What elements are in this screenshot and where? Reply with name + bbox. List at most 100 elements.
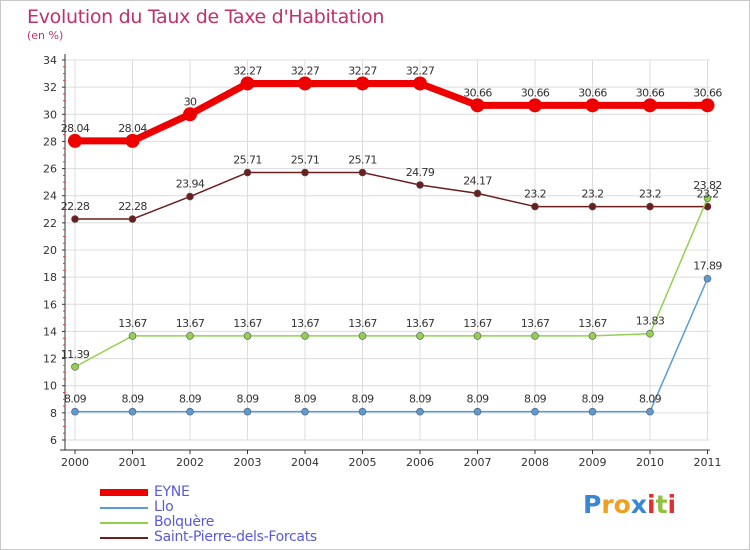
data-label: 30 [184,95,197,108]
data-label: 13.67 [578,317,607,330]
data-label: 24.79 [406,166,435,179]
data-label: 11.39 [61,348,90,361]
data-label: 23.82 [693,179,722,192]
data-label: 8.09 [581,393,604,406]
legend-label: Llo [154,499,174,515]
data-point [473,407,482,416]
x-tick-label: 2004 [291,456,319,469]
data-point [183,107,197,122]
data-label: 23.2 [639,188,661,201]
x-tick-label: 2008 [521,456,549,469]
data-label: 25.71 [291,154,320,167]
data-point [700,98,715,113]
data-label: 28.04 [118,122,147,135]
logo-letter: i [647,490,656,519]
legend-label: EYNE [154,484,190,500]
data-label: 8.09 [466,393,489,406]
legend-swatch [100,536,148,539]
data-label: 32.27 [406,64,435,77]
x-tick-label: 2000 [61,456,89,469]
data-label: 13.83 [636,315,665,328]
legend-swatch [100,489,148,496]
data-point [473,332,482,340]
data-label: 8.09 [236,393,259,406]
data-point [473,189,482,198]
data-point [301,332,309,340]
data-point [646,329,654,338]
y-tick-label: 14 [43,325,57,338]
logo-letter: t [655,490,668,519]
data-point [358,407,367,416]
logo-letter: P [583,490,602,519]
data-point [416,407,424,416]
data-point [71,407,79,416]
data-point [128,407,137,416]
legend-label: Saint-Pierre-dels-Forcats [154,529,317,545]
y-tick-label: 34 [43,54,57,67]
legend-swatch [100,506,148,509]
data-label: 13.67 [406,317,435,330]
data-label: 8.09 [409,393,432,406]
series-line [74,197,709,368]
data-label: 8.09 [524,393,547,406]
data-point [646,407,654,416]
data-point [243,407,252,416]
data-label: 32.27 [233,64,262,77]
x-tick-label: 2009 [579,456,607,469]
data-point [531,407,539,416]
data-label: 23.2 [581,188,603,201]
data-label: 30.66 [578,86,607,99]
x-tick-label: 2001 [119,456,147,469]
data-label: 30.66 [521,86,550,99]
data-point [358,168,367,177]
data-point [416,332,424,340]
data-label: 28.04 [61,122,90,135]
data-label: 8.09 [121,393,144,406]
legend-label: Bolquère [154,514,215,530]
y-tick-label: 8 [50,407,57,420]
proxiti-logo: Proxiti [583,490,676,519]
data-point [588,407,597,416]
y-tick-label: 10 [43,380,57,393]
data-point [186,407,194,416]
data-point [186,192,194,201]
data-label: 23.2 [696,188,718,201]
data-point [646,202,654,211]
logo-letter: i [667,490,677,519]
series-line [75,79,708,145]
data-point [413,76,427,91]
data-label: 8.09 [294,393,317,406]
x-tick-label: 2003 [234,456,262,469]
data-point [703,274,712,283]
y-tick-label: 18 [43,271,57,284]
data-point [528,98,542,113]
data-label: 22.28 [61,200,90,213]
data-point [243,332,252,340]
data-point [531,332,539,340]
data-point [71,215,79,223]
y-tick-label: 30 [43,108,57,121]
series-saint-pierre-dels-forcats [71,168,712,223]
data-label: 13.67 [176,317,205,330]
data-point [588,332,597,340]
x-tick-label: 2002 [176,456,204,469]
y-tick-label: 22 [43,217,57,230]
data-point [125,133,140,148]
data-point [416,181,424,189]
x-tick-label: 2006 [406,456,434,469]
data-label: 13.67 [521,317,550,330]
data-label: 17.89 [693,260,722,273]
logo-letter: o [613,490,631,519]
data-label: 8.09 [351,393,374,406]
data-label: 24.17 [463,174,492,187]
data-point [301,407,309,416]
x-tick-label: 2010 [636,456,664,469]
legend-item: Bolquère [100,515,317,530]
data-label: 8.09 [64,393,87,406]
y-tick-label: 28 [43,135,57,148]
y-tick-label: 20 [43,244,57,257]
series-line [75,278,709,413]
data-label: 8.09 [179,393,202,406]
